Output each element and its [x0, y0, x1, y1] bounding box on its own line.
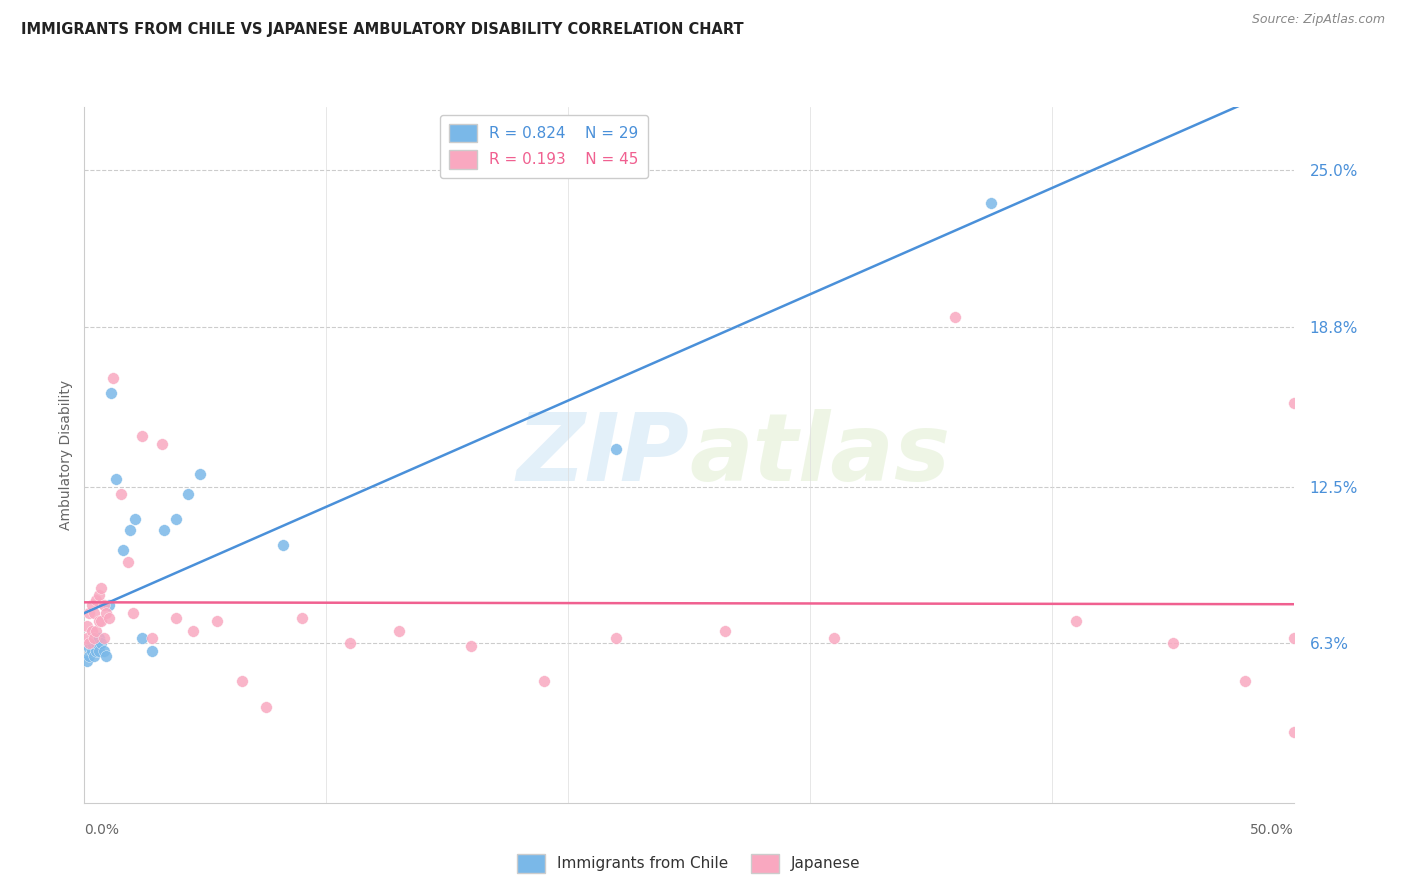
Point [980, 196, 1002, 211]
Point [90, 614, 112, 628]
Point [110, 487, 132, 501]
Point [77, 636, 100, 650]
Point [90, 581, 112, 595]
Text: atlas: atlas [689, 409, 950, 501]
Point [94, 648, 117, 663]
Text: 50.0%: 50.0% [1250, 823, 1294, 837]
Point [131, 632, 153, 646]
Point [131, 429, 153, 443]
Point [87, 614, 110, 628]
Point [177, 487, 200, 501]
Point [86, 624, 108, 638]
Point [104, 472, 127, 486]
Point [943, 310, 966, 324]
Point [90, 636, 112, 650]
Point [76, 632, 98, 646]
Point [80, 644, 103, 658]
Point [103, 370, 125, 384]
Point [97, 599, 120, 613]
Point [83, 632, 105, 646]
Point [100, 386, 122, 401]
Point [460, 639, 482, 653]
Point [83, 648, 105, 663]
Point [141, 632, 163, 646]
Point [80, 599, 103, 613]
Point [1234, 674, 1257, 689]
Point [291, 611, 314, 625]
Y-axis label: Ambulatory Disability: Ambulatory Disability [59, 380, 73, 530]
Point [80, 636, 103, 650]
Point [76, 618, 98, 632]
Point [94, 606, 117, 620]
Point [76, 654, 98, 668]
Point [93, 632, 115, 646]
Point [77, 641, 100, 656]
Point [80, 624, 103, 638]
Point [86, 644, 108, 658]
Point [120, 523, 142, 537]
Point [153, 523, 176, 537]
Point [86, 593, 108, 607]
Point [77, 648, 100, 663]
Point [207, 614, 229, 628]
Point [1161, 636, 1184, 650]
Point [271, 538, 294, 552]
Text: 0.0%: 0.0% [84, 823, 120, 837]
Text: IMMIGRANTS FROM CHILE VS JAPANESE AMBULATORY DISABILITY CORRELATION CHART: IMMIGRANTS FROM CHILE VS JAPANESE AMBULA… [21, 22, 744, 37]
Point [605, 632, 627, 646]
Point [97, 611, 120, 625]
Point [1064, 614, 1087, 628]
Point [181, 624, 204, 638]
Point [339, 636, 361, 650]
Point [141, 644, 163, 658]
Legend: Immigrants from Chile, Japanese: Immigrants from Chile, Japanese [512, 847, 866, 879]
Point [87, 644, 110, 658]
Point [87, 588, 110, 602]
Point [1282, 725, 1305, 739]
Point [77, 606, 100, 620]
Point [86, 636, 108, 650]
Point [714, 624, 737, 638]
Point [533, 674, 555, 689]
Point [605, 442, 627, 456]
Point [83, 632, 105, 646]
Point [112, 542, 135, 557]
Point [165, 512, 187, 526]
Point [121, 606, 143, 620]
Point [823, 632, 845, 646]
Point [150, 436, 173, 450]
Point [388, 624, 411, 638]
Point [165, 611, 187, 625]
Point [117, 556, 139, 570]
Point [83, 606, 105, 620]
Point [93, 599, 115, 613]
Point [124, 512, 146, 526]
Point [1282, 632, 1305, 646]
Text: Source: ZipAtlas.com: Source: ZipAtlas.com [1251, 13, 1385, 27]
Text: ZIP: ZIP [516, 409, 689, 501]
Point [93, 644, 115, 658]
Point [87, 632, 110, 646]
Point [190, 467, 212, 481]
Point [254, 699, 277, 714]
Point [1282, 396, 1305, 410]
Point [231, 674, 253, 689]
